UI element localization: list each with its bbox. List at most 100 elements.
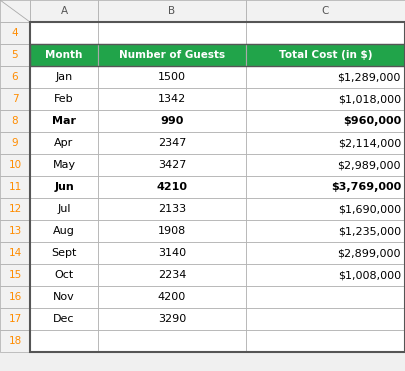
- Bar: [30, 22, 405, 352]
- Bar: [30, 308, 98, 330]
- Text: 11: 11: [9, 182, 21, 192]
- Bar: [246, 198, 405, 220]
- Text: 1908: 1908: [158, 226, 186, 236]
- Bar: [98, 330, 246, 352]
- Text: 4: 4: [12, 28, 18, 38]
- Bar: [0, 176, 30, 198]
- Bar: [98, 264, 246, 286]
- Bar: [0, 88, 30, 110]
- Bar: [0, 66, 30, 88]
- Text: 2347: 2347: [158, 138, 186, 148]
- Bar: [0, 264, 30, 286]
- Text: 14: 14: [9, 248, 21, 258]
- Text: 13: 13: [9, 226, 21, 236]
- Bar: [0, 198, 30, 220]
- Bar: [30, 242, 98, 264]
- Bar: [246, 330, 405, 352]
- Bar: [98, 22, 246, 44]
- Bar: [30, 22, 98, 44]
- Text: 9: 9: [12, 138, 18, 148]
- Bar: [246, 286, 405, 308]
- Text: C: C: [322, 6, 329, 16]
- Text: 1500: 1500: [158, 72, 186, 82]
- Text: $1,018,000: $1,018,000: [338, 94, 401, 104]
- Text: Month: Month: [45, 50, 83, 60]
- Bar: [98, 66, 246, 88]
- Bar: [0, 154, 30, 176]
- Text: $2,899,000: $2,899,000: [337, 248, 401, 258]
- Text: $2,989,000: $2,989,000: [337, 160, 401, 170]
- Text: 12: 12: [9, 204, 21, 214]
- Text: $1,008,000: $1,008,000: [338, 270, 401, 280]
- Bar: [30, 110, 98, 132]
- Bar: [246, 44, 405, 66]
- Text: 15: 15: [9, 270, 21, 280]
- Bar: [30, 0, 98, 22]
- Bar: [98, 198, 246, 220]
- Bar: [30, 220, 98, 242]
- Bar: [30, 176, 98, 198]
- Bar: [30, 132, 98, 154]
- Text: Dec: Dec: [53, 314, 75, 324]
- Text: $1,235,000: $1,235,000: [338, 226, 401, 236]
- Text: 18: 18: [9, 336, 21, 346]
- Bar: [246, 22, 405, 44]
- Bar: [30, 330, 98, 352]
- Text: 8: 8: [12, 116, 18, 126]
- Text: Aug: Aug: [53, 226, 75, 236]
- Text: Jun: Jun: [54, 182, 74, 192]
- Bar: [30, 264, 98, 286]
- Bar: [98, 220, 246, 242]
- Text: 5: 5: [12, 50, 18, 60]
- Bar: [98, 44, 246, 66]
- Bar: [98, 154, 246, 176]
- Text: 3290: 3290: [158, 314, 186, 324]
- Bar: [98, 110, 246, 132]
- Bar: [98, 0, 246, 22]
- Bar: [98, 286, 246, 308]
- Text: 17: 17: [9, 314, 21, 324]
- Bar: [30, 154, 98, 176]
- Bar: [0, 110, 30, 132]
- Text: 3427: 3427: [158, 160, 186, 170]
- Text: 10: 10: [9, 160, 21, 170]
- Bar: [246, 264, 405, 286]
- Text: Jul: Jul: [57, 204, 71, 214]
- Text: 990: 990: [160, 116, 184, 126]
- Bar: [0, 330, 30, 352]
- Text: Apr: Apr: [54, 138, 74, 148]
- Bar: [30, 88, 98, 110]
- Bar: [98, 132, 246, 154]
- Bar: [0, 286, 30, 308]
- Text: 2133: 2133: [158, 204, 186, 214]
- Bar: [0, 132, 30, 154]
- Text: 7: 7: [12, 94, 18, 104]
- Text: $1,690,000: $1,690,000: [338, 204, 401, 214]
- Bar: [98, 176, 246, 198]
- Bar: [30, 286, 98, 308]
- Bar: [246, 132, 405, 154]
- Bar: [246, 88, 405, 110]
- Text: $960,000: $960,000: [343, 116, 401, 126]
- Text: 4210: 4210: [156, 182, 188, 192]
- Bar: [246, 0, 405, 22]
- Bar: [0, 44, 30, 66]
- Bar: [246, 110, 405, 132]
- Text: $3,769,000: $3,769,000: [331, 182, 401, 192]
- Bar: [0, 22, 30, 44]
- Text: 16: 16: [9, 292, 21, 302]
- Text: Nov: Nov: [53, 292, 75, 302]
- Text: 3140: 3140: [158, 248, 186, 258]
- Bar: [30, 44, 98, 66]
- Text: 6: 6: [12, 72, 18, 82]
- Text: A: A: [60, 6, 68, 16]
- Bar: [98, 88, 246, 110]
- Bar: [30, 198, 98, 220]
- Text: B: B: [168, 6, 175, 16]
- Text: Oct: Oct: [54, 270, 74, 280]
- Bar: [0, 242, 30, 264]
- Bar: [0, 308, 30, 330]
- Text: May: May: [52, 160, 76, 170]
- Text: Number of Guests: Number of Guests: [119, 50, 225, 60]
- Text: Total Cost (in $): Total Cost (in $): [279, 50, 372, 60]
